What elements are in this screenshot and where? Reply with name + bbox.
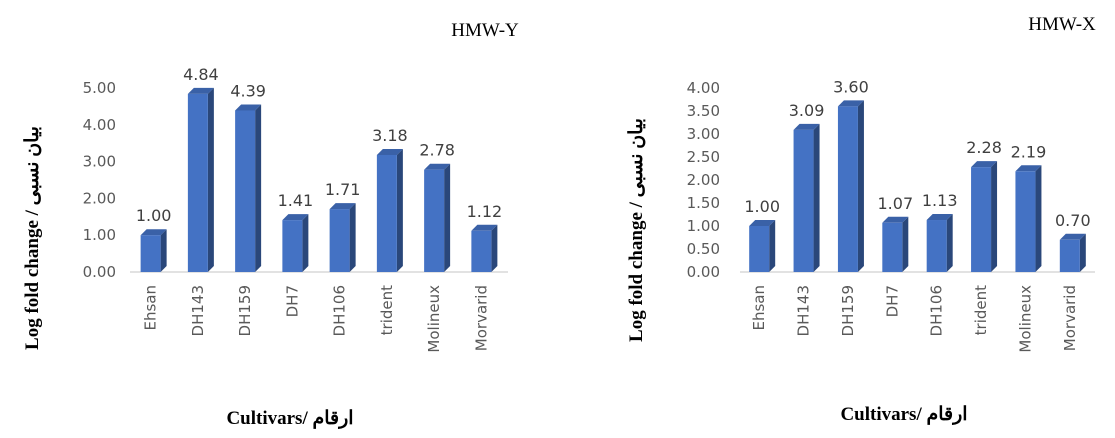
data-label: 1.12 bbox=[467, 202, 503, 221]
data-labels: 1.00 4.84 4.39 1.41 1.71 3.18 2.78 1.12 bbox=[136, 65, 502, 225]
data-label: 1.07 bbox=[878, 194, 914, 213]
category-labels: Ehsan DH143 DH159 DH7 DH106 trident Molineux Mo… bbox=[142, 285, 491, 353]
data-label: 3.60 bbox=[833, 77, 869, 96]
bar-dh159 bbox=[837, 100, 864, 273]
bar-dh143 bbox=[793, 123, 820, 272]
bar-molineux bbox=[424, 163, 451, 272]
bar-ehsan bbox=[749, 220, 776, 272]
data-label: 0.70 bbox=[1055, 211, 1091, 230]
chart-title: HMW-Y bbox=[451, 20, 519, 41]
data-label: 1.71 bbox=[325, 180, 361, 199]
data-label: 2.19 bbox=[1011, 142, 1047, 161]
bar-dh106 bbox=[329, 203, 356, 272]
y-axis-ticks: 0.00 1.00 2.00 3.00 4.00 5.00 bbox=[83, 79, 116, 281]
category-label: trident bbox=[972, 285, 990, 335]
data-label: 1.41 bbox=[278, 191, 314, 210]
bar-trident bbox=[376, 148, 403, 272]
y-tick-label: 1.00 bbox=[687, 217, 720, 235]
y-tick-label: 1.00 bbox=[83, 226, 116, 244]
y-axis-label: Log fold change / بیان نسبی bbox=[626, 118, 647, 342]
data-label: 4.84 bbox=[183, 65, 219, 84]
x-axis-label: Cultivars/ ارقام bbox=[226, 408, 353, 429]
data-label: 3.18 bbox=[372, 126, 408, 145]
data-label: 4.39 bbox=[230, 81, 266, 100]
category-label: Ehsan bbox=[142, 285, 160, 331]
category-label: Molineux bbox=[1016, 285, 1034, 353]
y-tick-label: 0.50 bbox=[687, 240, 720, 258]
bar-dh7 bbox=[882, 216, 909, 272]
bar-ehsan bbox=[140, 229, 167, 272]
bar-dh143 bbox=[187, 87, 214, 272]
bar-dh159 bbox=[235, 104, 262, 272]
y-tick-label: 3.50 bbox=[687, 102, 720, 120]
chart-title: HMW-X bbox=[1028, 14, 1096, 35]
bars bbox=[749, 100, 1086, 273]
data-label: 1.00 bbox=[136, 206, 172, 225]
y-tick-label: 3.00 bbox=[83, 153, 116, 171]
category-label: Molineux bbox=[425, 285, 443, 353]
data-label: 1.13 bbox=[922, 191, 958, 210]
category-label: Morvarid bbox=[1061, 285, 1079, 351]
y-tick-label: 0.00 bbox=[687, 263, 720, 281]
category-label: DH106 bbox=[928, 285, 946, 336]
bar-trident bbox=[971, 161, 998, 272]
bars bbox=[140, 87, 498, 272]
category-label: DH159 bbox=[236, 285, 254, 336]
data-label: 2.28 bbox=[966, 138, 1002, 157]
bar-dh7 bbox=[282, 214, 309, 272]
y-tick-label: 4.00 bbox=[687, 79, 720, 97]
y-tick-label: 5.00 bbox=[83, 79, 116, 97]
x-axis-label: Cultivars/ ارقام bbox=[840, 404, 967, 425]
category-label: DH106 bbox=[331, 285, 349, 336]
category-label: Morvarid bbox=[472, 285, 490, 351]
category-label: trident bbox=[378, 285, 396, 335]
category-labels: Ehsan DH143 DH159 DH7 DH106 trident Molineux Mo… bbox=[750, 285, 1079, 353]
category-label: DH143 bbox=[189, 285, 207, 336]
y-tick-label: 1.50 bbox=[687, 194, 720, 212]
bar-morvarid bbox=[1059, 233, 1086, 272]
data-label: 2.78 bbox=[419, 141, 455, 160]
chart-hmw-x: HMW-X Log fold change / بیان نسبی Cultiv… bbox=[626, 14, 1096, 425]
y-tick-label: 2.00 bbox=[83, 189, 116, 207]
y-tick-label: 4.00 bbox=[83, 116, 116, 134]
category-label: Ehsan bbox=[750, 285, 768, 331]
y-tick-label: 2.00 bbox=[687, 171, 720, 189]
chart-hmw-y: HMW-Y Log fold change / بیان نسبی Cultiv… bbox=[22, 20, 519, 429]
data-labels: 1.00 3.09 3.60 1.07 1.13 2.28 2.19 0.70 bbox=[744, 77, 1090, 229]
category-label: DH143 bbox=[795, 285, 813, 336]
y-tick-label: 2.50 bbox=[687, 148, 720, 166]
y-tick-label: 0.00 bbox=[83, 263, 116, 281]
bar-molineux bbox=[1015, 165, 1042, 272]
data-label: 1.00 bbox=[744, 197, 780, 216]
category-label: DH7 bbox=[283, 285, 301, 317]
y-axis-label: Log fold change / بیان نسبی bbox=[22, 126, 43, 350]
y-tick-label: 3.00 bbox=[687, 125, 720, 143]
data-label: 3.09 bbox=[789, 101, 825, 120]
bar-dh106 bbox=[926, 214, 953, 272]
category-label: DH7 bbox=[883, 285, 901, 317]
bar-morvarid bbox=[471, 224, 498, 272]
y-axis-ticks: 0.00 0.50 1.00 1.50 2.00 2.50 3.00 3.50 4.00 bbox=[687, 79, 720, 281]
category-label: DH159 bbox=[839, 285, 857, 336]
